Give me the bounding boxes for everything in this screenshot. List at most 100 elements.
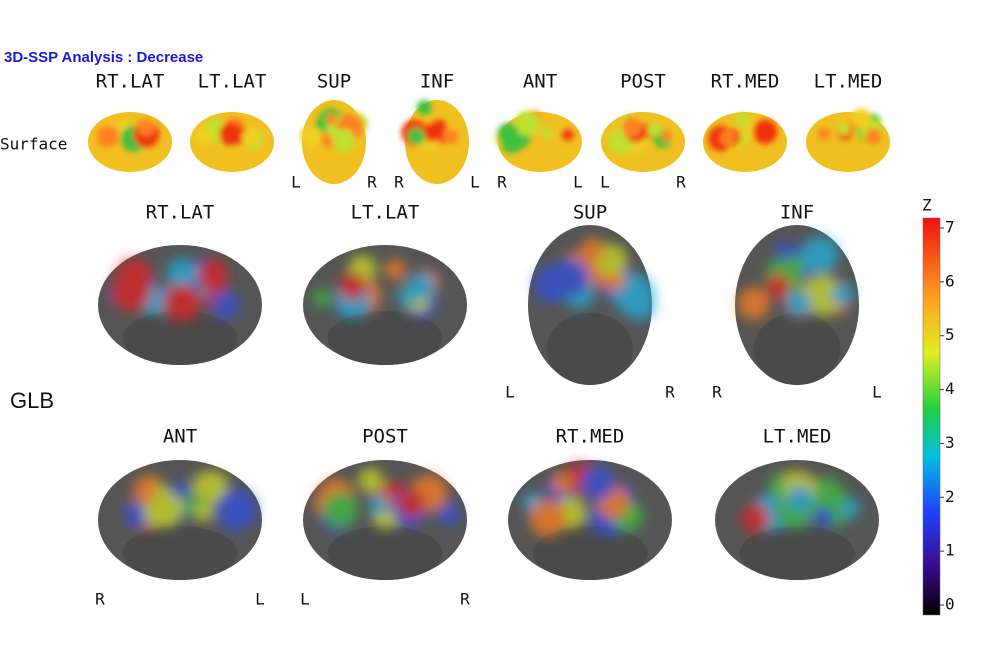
view-label: LT.LAT xyxy=(351,202,420,224)
cerebellum xyxy=(753,313,841,385)
blob xyxy=(369,495,389,515)
cerebellum xyxy=(739,526,855,580)
blob xyxy=(422,123,441,142)
brain-image xyxy=(98,460,262,580)
view-label: POST xyxy=(362,426,408,448)
blob xyxy=(211,291,240,319)
blob xyxy=(514,110,541,136)
view-label: SUP xyxy=(317,71,351,93)
blob xyxy=(851,108,871,128)
blob xyxy=(137,118,155,137)
blob xyxy=(622,286,656,321)
blob xyxy=(171,481,190,499)
blob xyxy=(818,127,831,140)
cerebellum xyxy=(327,311,443,365)
blob xyxy=(322,491,359,528)
orient-right: L xyxy=(573,173,583,192)
brain-image xyxy=(303,245,467,365)
blob xyxy=(865,128,882,145)
blob xyxy=(194,127,213,146)
view-label: RT.LAT xyxy=(96,71,165,93)
activity xyxy=(818,108,883,145)
blob xyxy=(719,130,736,147)
blob xyxy=(325,113,337,125)
blob xyxy=(737,287,770,320)
blob xyxy=(562,128,574,141)
cerebellum xyxy=(122,526,238,580)
orient-right: R xyxy=(460,590,470,609)
blob xyxy=(814,507,834,527)
tick-label: 4 xyxy=(945,379,955,398)
view-label: LT.MED xyxy=(814,71,883,93)
blob xyxy=(416,100,432,115)
blob xyxy=(580,466,615,501)
blob xyxy=(437,502,461,526)
blob xyxy=(134,483,156,504)
view-label: RT.MED xyxy=(711,71,780,93)
activity xyxy=(97,118,160,152)
tick-label: 3 xyxy=(945,433,955,452)
blob xyxy=(740,503,770,533)
orient-right: R xyxy=(676,173,686,192)
cerebellum xyxy=(532,526,648,580)
blob xyxy=(194,503,213,522)
blob xyxy=(802,274,844,316)
title: 3D-SSP Analysis : Decrease xyxy=(4,49,203,66)
orient-right: L xyxy=(470,173,480,192)
view-label: RT.MED xyxy=(556,426,625,448)
brain-image xyxy=(601,112,685,172)
cerebellum xyxy=(546,313,634,385)
orient-left: L xyxy=(600,173,610,192)
brain-image xyxy=(735,225,859,385)
colorbar-label: Z xyxy=(922,196,932,215)
activity xyxy=(401,100,459,150)
activity xyxy=(495,110,574,154)
view-label: SUP xyxy=(573,202,607,224)
blob xyxy=(551,472,573,494)
cerebellum xyxy=(122,311,238,365)
blob xyxy=(332,128,356,153)
blob xyxy=(443,129,459,144)
orient-left: R xyxy=(497,173,507,192)
orient-left: R xyxy=(712,383,722,402)
view-label: INF xyxy=(420,71,454,93)
brain-image xyxy=(715,460,879,580)
brain-image xyxy=(508,460,672,580)
activity xyxy=(194,117,264,150)
blob xyxy=(765,273,791,299)
activity xyxy=(708,113,778,152)
blob xyxy=(549,258,589,298)
blob xyxy=(166,258,198,290)
blob xyxy=(646,122,661,137)
blob xyxy=(215,488,258,531)
tick-label: 6 xyxy=(945,271,955,290)
blob xyxy=(497,122,519,144)
blob xyxy=(735,113,750,128)
activity xyxy=(608,114,672,155)
orient-left: R xyxy=(95,590,105,609)
brain-image xyxy=(703,112,787,172)
brain-image xyxy=(190,112,274,172)
brain-image xyxy=(401,100,469,184)
brain-image xyxy=(528,225,656,385)
activity xyxy=(314,468,461,532)
blob xyxy=(219,122,242,146)
blob xyxy=(97,125,119,147)
blob xyxy=(201,471,228,498)
brain-image xyxy=(300,100,368,184)
tick-label: 1 xyxy=(945,541,955,560)
tick-label: 7 xyxy=(945,218,955,237)
activity xyxy=(522,462,644,537)
orient-right: L xyxy=(872,383,882,402)
brain-image xyxy=(88,112,172,172)
blob xyxy=(358,468,384,494)
blob xyxy=(842,499,861,518)
blob xyxy=(774,241,792,259)
blob xyxy=(541,128,553,139)
activity xyxy=(533,237,656,321)
blob xyxy=(752,119,778,144)
blob xyxy=(622,116,643,138)
blob xyxy=(801,236,839,274)
orient-left: L xyxy=(300,590,310,609)
blob xyxy=(162,283,201,322)
